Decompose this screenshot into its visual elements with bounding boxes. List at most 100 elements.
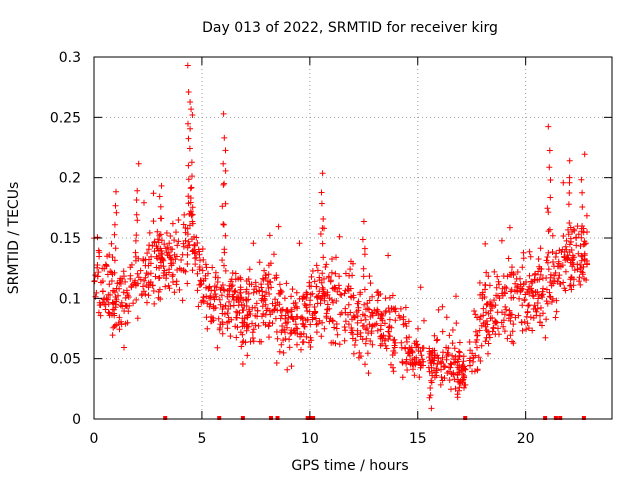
data-point	[489, 314, 496, 321]
zero-marker	[543, 416, 548, 420]
data-point	[528, 278, 535, 285]
data-point	[448, 386, 454, 393]
data-point	[460, 358, 467, 365]
data-point-peak	[320, 286, 327, 293]
data-point	[256, 288, 263, 295]
data-point-peak	[428, 379, 435, 386]
data-point	[140, 283, 146, 290]
data-point	[96, 299, 103, 306]
data-point	[204, 300, 211, 307]
data-point	[313, 262, 320, 269]
data-point	[377, 342, 384, 349]
data-point	[403, 323, 410, 330]
data-point	[106, 281, 113, 288]
data-point-peak	[456, 387, 462, 394]
data-point	[192, 255, 198, 262]
data-point	[490, 325, 497, 332]
data-point	[119, 275, 126, 282]
data-point	[382, 342, 389, 349]
data-point	[152, 273, 159, 280]
data-point	[474, 344, 480, 351]
data-point	[351, 342, 358, 348]
data-point	[576, 274, 583, 281]
data-point	[480, 312, 487, 319]
y-axis-label: SRMTID / TECUs	[6, 182, 22, 295]
data-point	[280, 349, 287, 356]
data-point	[434, 336, 441, 343]
data-point	[212, 291, 219, 297]
data-point	[386, 309, 393, 315]
data-point	[307, 344, 314, 350]
data-point	[133, 296, 140, 303]
data-point	[467, 362, 473, 369]
data-point	[522, 291, 529, 298]
data-point	[567, 259, 574, 266]
data-point	[243, 327, 250, 334]
data-point	[321, 325, 328, 332]
data-point	[194, 270, 201, 277]
data-point	[389, 292, 396, 299]
data-point	[165, 282, 172, 289]
data-point	[207, 301, 214, 308]
data-point	[405, 350, 412, 357]
data-point	[460, 353, 467, 360]
data-point	[519, 327, 526, 334]
data-point-peak	[361, 301, 368, 308]
data-point	[224, 310, 231, 317]
data-point-peak	[189, 173, 195, 180]
data-point	[174, 242, 181, 249]
data-point	[537, 319, 544, 326]
data-point	[103, 263, 110, 270]
data-point	[367, 280, 374, 287]
zero-marker	[275, 416, 280, 420]
data-point	[435, 355, 442, 362]
data-point	[505, 255, 512, 262]
data-point	[277, 307, 284, 314]
data-point	[306, 339, 312, 346]
data-point	[217, 321, 224, 328]
data-point	[369, 341, 376, 348]
data-point	[531, 271, 538, 278]
data-point	[263, 307, 270, 314]
data-point	[210, 305, 217, 312]
data-point-peak	[112, 245, 119, 252]
data-point	[214, 344, 221, 351]
data-point	[525, 286, 531, 293]
data-point	[233, 334, 240, 341]
data-point	[347, 266, 354, 273]
data-point	[334, 288, 341, 295]
data-point	[521, 318, 528, 325]
data-point	[240, 319, 247, 326]
data-point	[378, 333, 385, 339]
data-point	[146, 256, 152, 263]
data-point	[539, 322, 545, 329]
data-point	[419, 356, 426, 363]
data-point	[116, 314, 123, 321]
data-point	[184, 280, 191, 287]
data-point	[94, 273, 101, 280]
data-point	[296, 240, 303, 247]
data-point	[403, 334, 410, 341]
x-tick-label: 10	[301, 431, 319, 447]
data-point	[388, 324, 395, 331]
data-point	[276, 290, 282, 297]
data-point	[550, 277, 557, 284]
data-point-peak	[188, 184, 195, 191]
data-point-peak	[133, 211, 140, 218]
data-point	[224, 319, 231, 326]
data-point	[443, 344, 450, 351]
data-point	[163, 230, 170, 236]
data-point	[219, 257, 226, 264]
data-point	[229, 282, 236, 289]
data-point	[153, 264, 160, 271]
data-point	[507, 311, 514, 318]
data-point-peak	[565, 231, 572, 238]
data-point	[180, 243, 187, 250]
data-point	[276, 281, 283, 288]
data-point	[395, 312, 402, 319]
data-point	[104, 271, 111, 278]
data-point-peak	[427, 385, 434, 391]
data-point	[573, 242, 580, 249]
data-point-peak	[426, 394, 433, 401]
data-point	[306, 301, 313, 308]
